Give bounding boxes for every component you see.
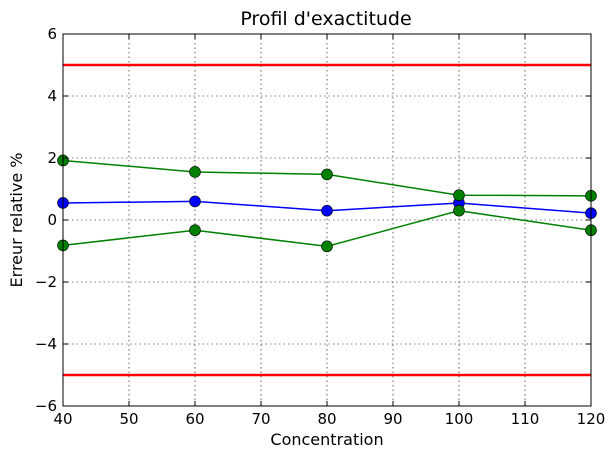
- y-tick-label: −4: [35, 335, 57, 353]
- x-tick-label: 70: [251, 410, 270, 428]
- y-tick-label: 6: [47, 25, 57, 43]
- data-series: [57, 154, 597, 253]
- y-axis-label: Erreur relative %: [7, 153, 26, 288]
- x-tick-label: 110: [511, 410, 540, 428]
- series-0-point: [189, 195, 201, 208]
- series-2-point: [321, 240, 333, 253]
- x-tick-label: 90: [383, 410, 402, 428]
- x-tick-label: 80: [317, 410, 336, 428]
- series-0-point: [321, 204, 333, 217]
- series-1-point: [453, 189, 465, 201]
- series-1-point: [321, 168, 333, 181]
- x-tick-label: 50: [119, 410, 138, 428]
- chart-title: Profil d'exactitude: [240, 8, 411, 30]
- series-2-point: [453, 204, 465, 217]
- grid: [63, 34, 591, 406]
- y-tick-label: −6: [35, 397, 57, 415]
- ticks: [62, 33, 592, 407]
- y-tick-label: 2: [47, 149, 57, 167]
- x-axis-label: Concentration: [270, 430, 383, 449]
- series-1-point: [189, 166, 201, 178]
- x-tick-label: 60: [185, 410, 204, 428]
- y-tick-label: 4: [47, 87, 57, 105]
- limit-lines: [63, 63, 591, 377]
- x-tick-label: 120: [577, 410, 606, 428]
- y-tick-label: 0: [47, 211, 57, 229]
- series-2-point: [189, 224, 201, 237]
- y-tick-label: −2: [35, 273, 57, 291]
- tick-labels: 40 50 60 70 80 90 100 110 120 −6 −4 −2 0 2 4 6: [35, 25, 605, 428]
- x-tick-label: 100: [445, 410, 474, 428]
- x-tick-label: 40: [53, 410, 72, 428]
